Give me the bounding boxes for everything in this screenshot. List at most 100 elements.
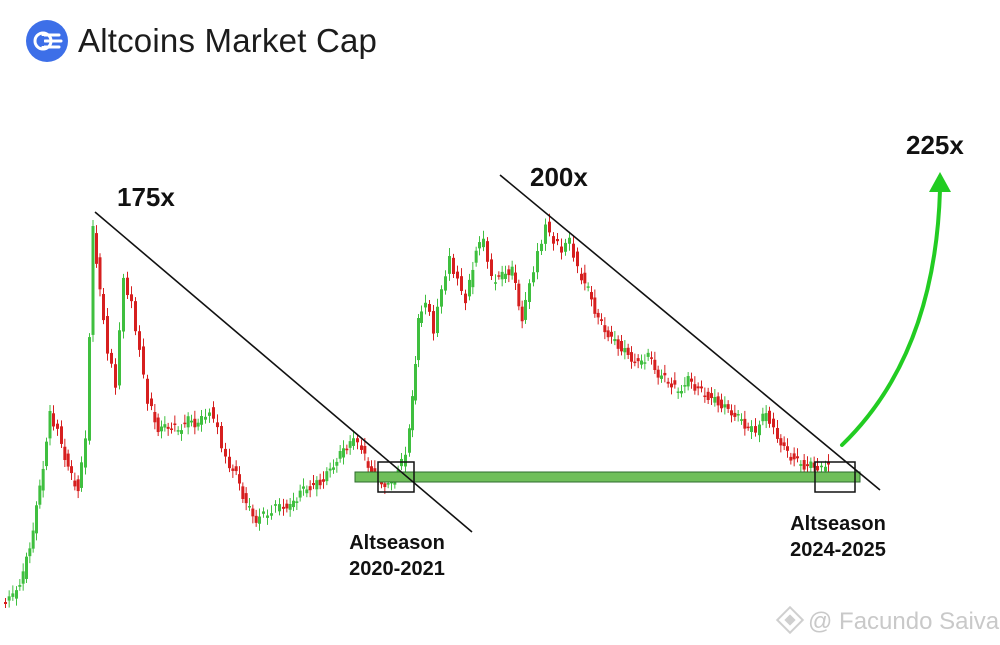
candle-body [411, 396, 414, 431]
candle-body [308, 486, 312, 491]
candle-body [754, 426, 757, 433]
candle-body [544, 224, 547, 244]
candle-body [282, 506, 285, 509]
candle-body [802, 460, 806, 470]
candle-body [500, 271, 504, 280]
candle-body [514, 272, 517, 283]
trendline-2017 [94, 211, 473, 533]
candle-body [98, 257, 102, 290]
candle-body [716, 396, 720, 406]
candle-body [686, 376, 690, 387]
candle-body [244, 493, 248, 504]
candle-body [383, 483, 387, 488]
candle-body [693, 384, 697, 391]
candle-body [590, 292, 593, 300]
candle-body [820, 465, 823, 468]
candle-body [812, 462, 816, 468]
candle-body [212, 407, 215, 419]
candle-body [796, 456, 799, 459]
candle-body [95, 233, 98, 264]
candle-body [305, 489, 309, 494]
candle-body [270, 513, 273, 516]
candle-body [38, 485, 42, 505]
candle-body [723, 404, 727, 408]
candle-body [640, 360, 643, 365]
candle-body [302, 486, 305, 489]
candle-body [806, 464, 809, 467]
candle-body [153, 411, 157, 423]
candle-body [285, 503, 289, 509]
candle-body [348, 441, 352, 448]
candle-body [552, 236, 555, 244]
candles-group [4, 213, 830, 608]
candle-body [432, 311, 435, 334]
candle-body [468, 279, 471, 297]
candle-body [799, 464, 803, 466]
candle-body [772, 418, 775, 428]
candle-body [643, 362, 647, 364]
candle-body [118, 330, 121, 386]
altseason-2020-box [377, 461, 415, 493]
candle-body [70, 466, 73, 474]
candle-body [196, 422, 200, 427]
candle-body [91, 226, 95, 335]
candle-body [786, 446, 789, 451]
candle-body [363, 445, 367, 454]
candle-body [740, 419, 743, 421]
candle-body [482, 238, 485, 248]
candle-body [540, 243, 543, 252]
candle-body [193, 418, 197, 428]
candle-body [460, 276, 463, 291]
candle-body [130, 294, 133, 302]
candle-body [142, 346, 145, 375]
candle-body [298, 490, 302, 498]
candle-body [720, 399, 723, 409]
candle-body [556, 238, 559, 242]
candle-body [254, 515, 258, 523]
label-200x: 200x [530, 162, 588, 192]
candle-body [824, 466, 827, 472]
candle-body [440, 289, 443, 307]
candle-body [315, 480, 319, 490]
candle-body [356, 438, 359, 443]
candle-body [335, 461, 339, 466]
chart-header: Altcoins Market Cap [26, 20, 377, 62]
candle-body [176, 430, 180, 432]
candle-body [262, 511, 265, 514]
candle-body [650, 357, 653, 359]
candle-body [4, 602, 7, 604]
candle-body [464, 293, 467, 304]
candle-body [768, 410, 771, 424]
candle-body [630, 352, 633, 362]
candle-body [444, 276, 447, 291]
candle-body [408, 428, 411, 453]
candle-body [743, 418, 747, 429]
candle-body [750, 426, 753, 432]
candle-body [683, 385, 687, 387]
candle-body [373, 468, 377, 473]
candle-body [586, 286, 590, 288]
candle-body [18, 585, 22, 587]
candle-body [726, 404, 730, 409]
candle-body [220, 426, 223, 449]
candle-body [106, 316, 109, 354]
candle-body [166, 426, 170, 429]
candle-body [7, 596, 11, 601]
candle-body [474, 250, 478, 263]
projection-arrow [840, 188, 942, 447]
candle-body [596, 312, 600, 318]
candle-body [700, 386, 703, 389]
candle-body [809, 461, 813, 468]
candle-body [146, 378, 149, 404]
candle-body [325, 471, 329, 482]
candle-body [328, 468, 332, 471]
candle-body [11, 593, 15, 597]
label-altseason-2020-years: 2020-2021 [349, 558, 445, 580]
candle-body [186, 416, 190, 428]
candle-body [764, 413, 768, 422]
candle-body [520, 306, 524, 322]
candle-body [224, 448, 227, 457]
watermark: @ Facundo Saiva [775, 605, 1000, 635]
candle-body [183, 422, 187, 425]
candle-body [360, 445, 363, 450]
